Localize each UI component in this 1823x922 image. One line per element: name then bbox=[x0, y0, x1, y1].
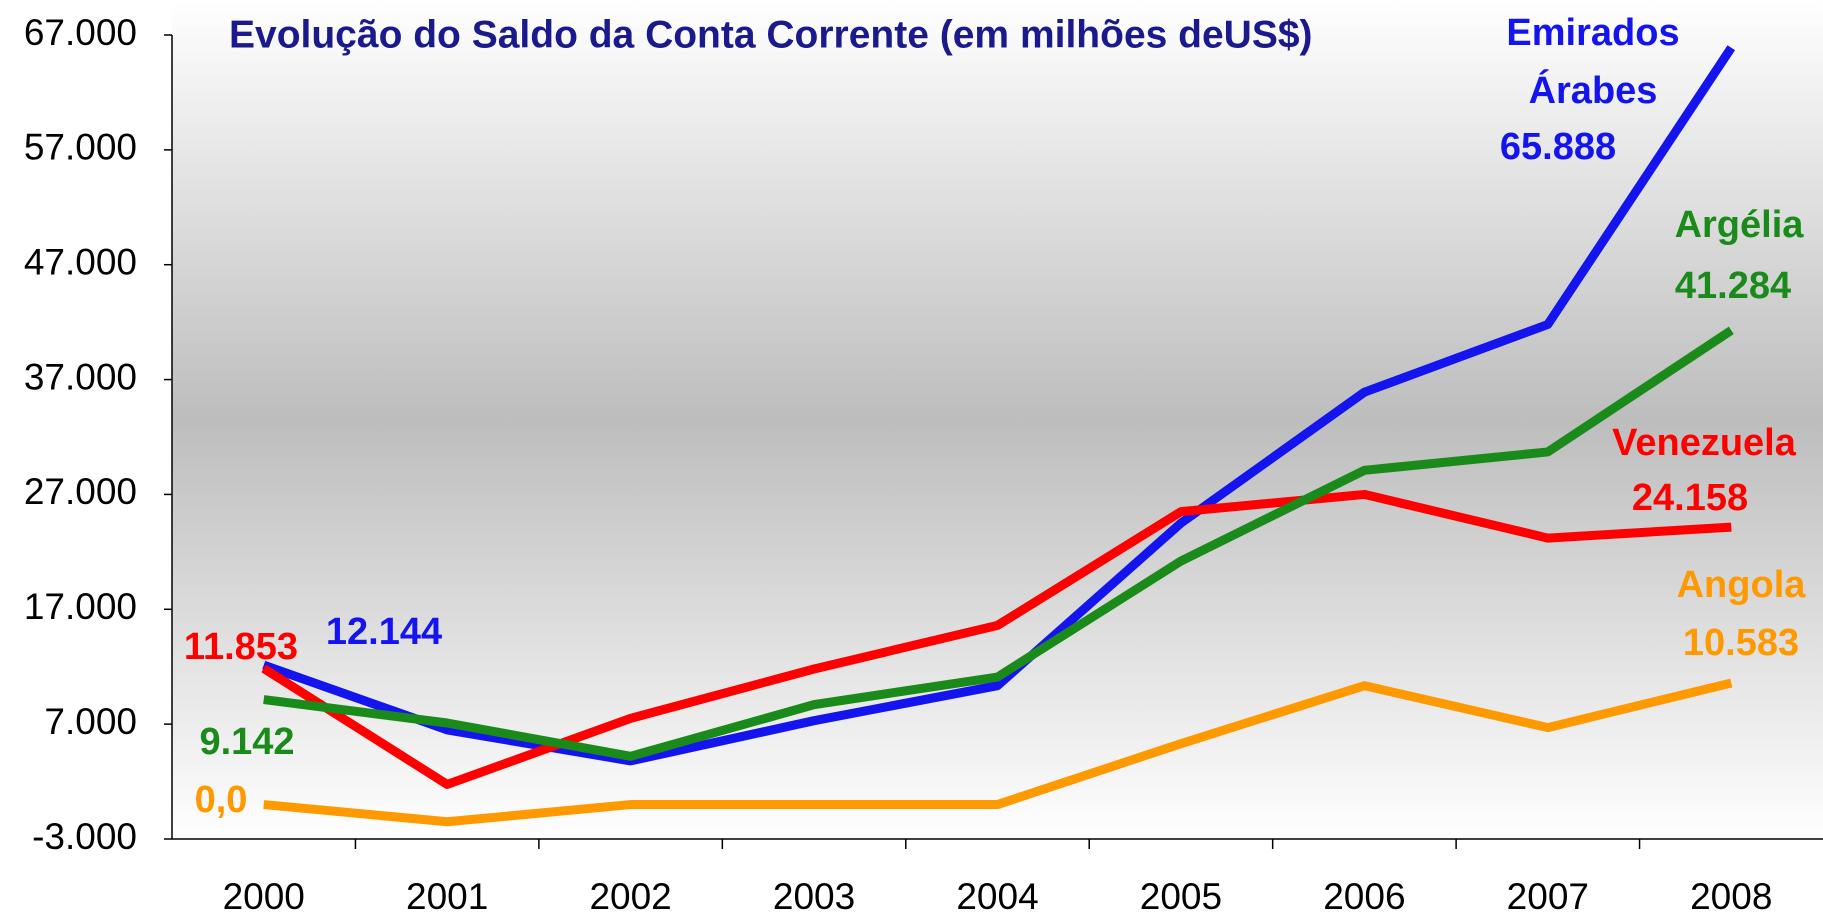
x-tick-label: 2007 bbox=[1507, 876, 1589, 917]
series-line bbox=[261, 489, 1732, 789]
y-tick-label: -3.000 bbox=[32, 816, 137, 857]
y-tick-label: 57.000 bbox=[24, 127, 137, 168]
x-tick-label: 2005 bbox=[1140, 876, 1222, 917]
series-line bbox=[263, 678, 1733, 827]
data-label: 12.144 bbox=[326, 611, 442, 653]
data-label: 11.853 bbox=[184, 626, 298, 668]
data-label: 41.284 bbox=[1675, 265, 1791, 307]
y-tick-label: 17.000 bbox=[24, 586, 137, 627]
series-name: Emirados Árabes bbox=[1506, 12, 1679, 112]
data-label: 65.888 bbox=[1500, 126, 1616, 168]
y-tick-label: 27.000 bbox=[24, 471, 137, 512]
data-label: 10.583 bbox=[1683, 622, 1799, 664]
data-label: 24.158 bbox=[1632, 477, 1748, 519]
y-tick-label: 7.000 bbox=[44, 701, 137, 742]
data-label: 9.142 bbox=[199, 721, 294, 763]
series-name: Angola bbox=[1677, 564, 1807, 606]
series-name: Argélia bbox=[1675, 204, 1805, 246]
chart-title: Evolução do Saldo da Conta Corrente (em … bbox=[229, 13, 1313, 56]
x-tick-label: 2000 bbox=[223, 876, 305, 917]
y-tick-label: 47.000 bbox=[24, 241, 137, 282]
plot-background bbox=[172, 0, 1823, 839]
series-line bbox=[263, 326, 1734, 761]
series-line bbox=[262, 45, 1736, 766]
data-label: 0,0 bbox=[195, 779, 248, 821]
x-tick-label: 2008 bbox=[1690, 876, 1772, 917]
y-tick-label: 37.000 bbox=[24, 356, 137, 397]
x-tick-label: 2002 bbox=[589, 876, 671, 917]
x-tick-label: 2004 bbox=[956, 876, 1038, 917]
x-tick-label: 2006 bbox=[1323, 876, 1405, 917]
y-tick-label: 67.000 bbox=[24, 12, 137, 53]
series-name: Venezuela bbox=[1612, 422, 1797, 464]
x-tick-label: 2003 bbox=[773, 876, 855, 917]
x-tick-label: 2001 bbox=[406, 876, 488, 917]
